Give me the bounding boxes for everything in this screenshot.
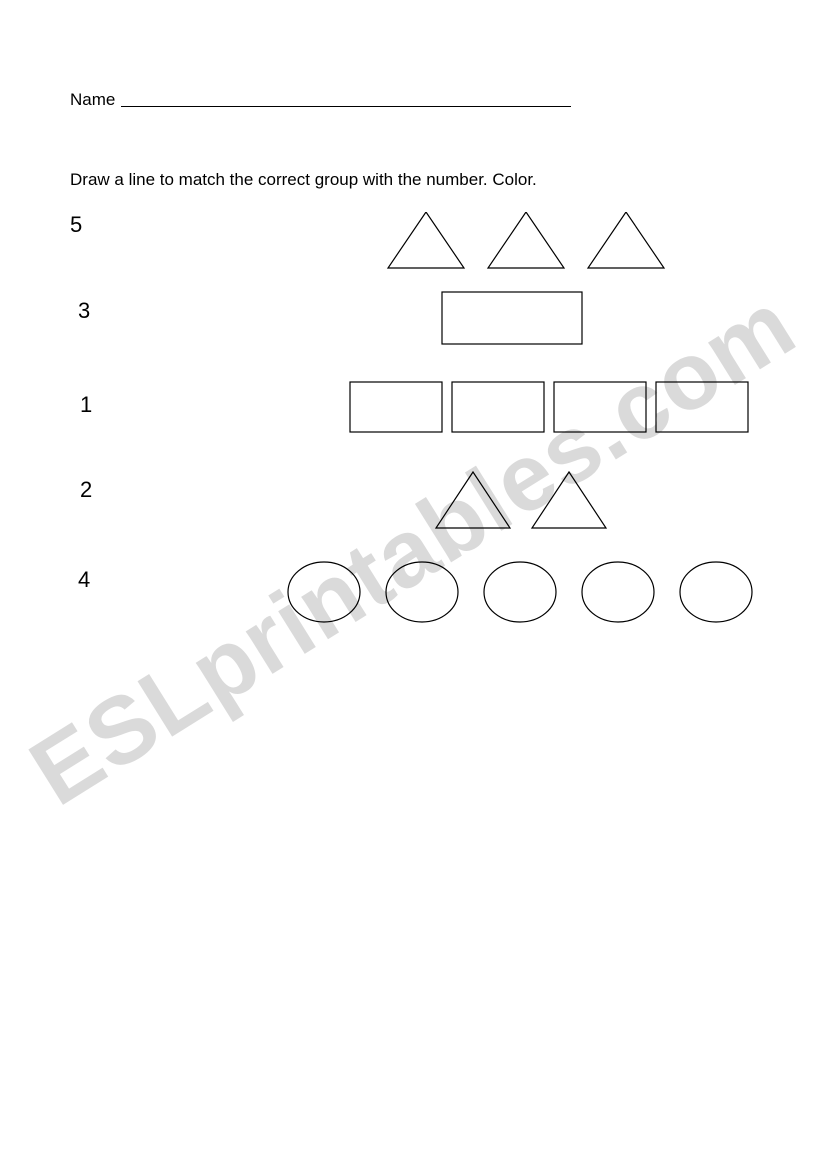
triangle-shape: [588, 212, 664, 268]
worksheet-page: Name Draw a line to match the correct gr…: [0, 0, 826, 1169]
matching-exercise[interactable]: 53124: [70, 212, 756, 712]
triangle-shape: [388, 212, 464, 268]
shapes-canvas: [70, 212, 770, 642]
ellipse-shape: [484, 562, 556, 622]
ellipse-shape: [288, 562, 360, 622]
triangle-shape: [436, 472, 510, 528]
rectangle-shape: [554, 382, 646, 432]
name-row: Name: [70, 90, 756, 110]
ellipse-shape: [680, 562, 752, 622]
instruction-text: Draw a line to match the correct group w…: [70, 170, 756, 190]
rectangle-shape: [442, 292, 582, 344]
triangle-shape: [532, 472, 606, 528]
rectangle-shape: [452, 382, 544, 432]
ellipse-shape: [582, 562, 654, 622]
name-blank-line[interactable]: [121, 106, 571, 107]
ellipse-shape: [386, 562, 458, 622]
rectangle-shape: [350, 382, 442, 432]
rectangle-shape: [656, 382, 748, 432]
triangle-shape: [488, 212, 564, 268]
name-label: Name: [70, 90, 121, 110]
